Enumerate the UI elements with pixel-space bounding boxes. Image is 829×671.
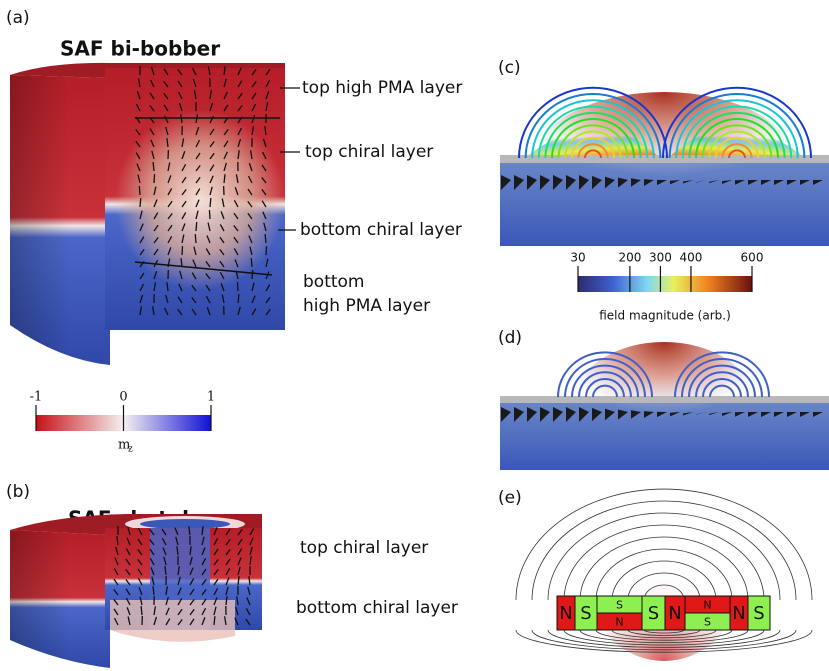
layer-label: top high PMA layer: [302, 78, 462, 98]
spin-arrow: [209, 210, 210, 219]
colorbar-tick-label: 1: [207, 390, 215, 405]
panel-c-field: [500, 88, 829, 246]
spin-arrow: [154, 174, 155, 183]
magnet-pole: S: [648, 603, 659, 624]
figure: (a) SAF bi-bobber top high PMA layer top…: [0, 0, 829, 671]
spin-arrow: [252, 270, 253, 279]
spin-arrow: [265, 234, 266, 243]
panel-label: (a): [6, 8, 30, 28]
magnet-pole: S: [753, 603, 764, 624]
magnet-pole: N: [559, 603, 572, 624]
spin-arrow: [195, 234, 196, 243]
spin-arrow: [266, 246, 267, 255]
spin-arrow: [139, 186, 140, 195]
colorbar-tick-label: 600: [741, 251, 764, 265]
layer-label: high PMA layer: [303, 296, 430, 316]
colorbar-tick-label: -1: [30, 390, 43, 405]
magnet-pole: N: [703, 599, 711, 612]
panel-title: SAF bi-bobber: [60, 37, 220, 61]
skyrmion-tube: [10, 514, 262, 668]
bi-bobber-cylinder: [10, 63, 285, 365]
panel-label: (d): [498, 328, 522, 348]
spin-arrow: [141, 606, 142, 615]
spin-arrow: [214, 616, 215, 625]
colorbar-tick-label: 0: [119, 390, 127, 405]
magnet-pole: N: [668, 603, 681, 624]
layer-label: top chiral layer: [300, 538, 428, 558]
field-colorbar: [578, 276, 752, 292]
spin-arrow: [210, 198, 211, 207]
panel-e-field: NSSNSNNSNS: [516, 489, 812, 661]
layer-label: bottom: [303, 272, 364, 292]
panel-label: (e): [498, 488, 522, 508]
layer-label: top chiral layer: [305, 142, 433, 162]
panel-label: (b): [6, 482, 30, 502]
magnet-pole: N: [732, 603, 745, 624]
colorbar-subscript: z: [128, 445, 133, 455]
colorbar-tick-label: 300: [649, 251, 672, 265]
colorbar-tick-label: 400: [679, 251, 702, 265]
colorbar-tick-label: 200: [618, 251, 641, 265]
panel-d-field: [500, 342, 829, 470]
colorbar-tick-label: 30: [570, 251, 585, 265]
spin-arrow: [153, 162, 154, 171]
spin-arrow: [140, 198, 141, 207]
layer-label: bottom chiral layer: [296, 598, 458, 618]
spin-arrow: [237, 282, 238, 291]
colorbar-title: field magnitude (arb.): [599, 309, 731, 323]
magnet-pole: S: [704, 616, 711, 629]
layer-label: bottom chiral layer: [300, 220, 462, 240]
panel-label: (c): [498, 58, 521, 78]
magnet-pole: S: [580, 603, 591, 624]
magnet-pole: N: [615, 616, 623, 629]
magnet-pole: S: [616, 599, 623, 612]
spin-arrow: [251, 258, 252, 267]
spin-arrow: [196, 222, 197, 231]
